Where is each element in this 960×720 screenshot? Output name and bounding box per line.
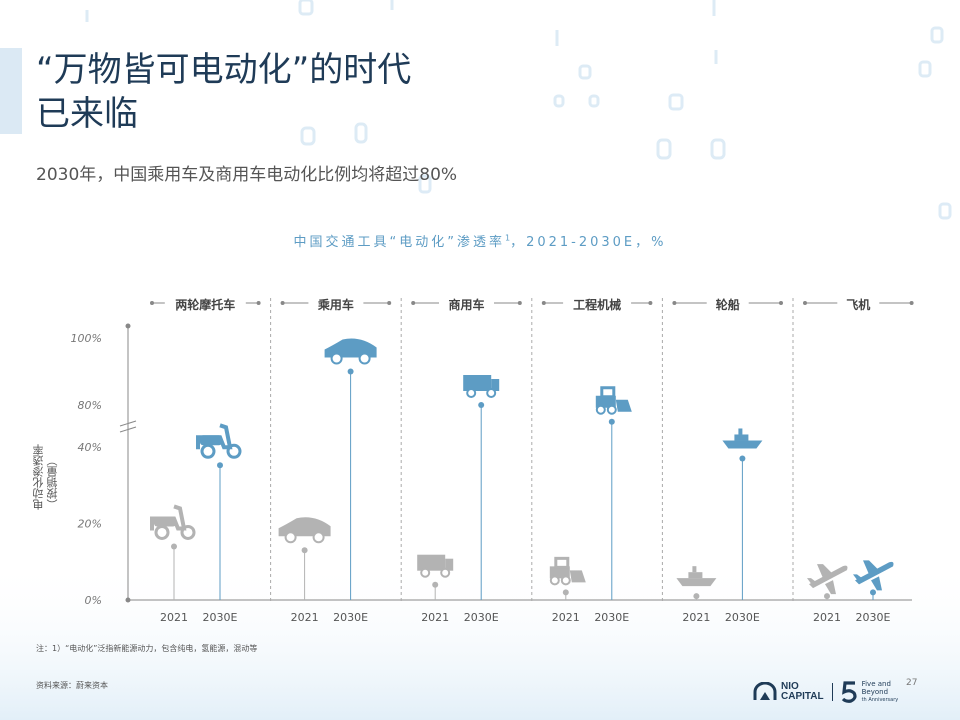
- category-label: 飞机: [846, 297, 870, 312]
- lollipop-point: [478, 402, 485, 408]
- x-tick-label: 2030E: [856, 611, 891, 624]
- category-header-dot: [280, 301, 285, 305]
- page-number: 27: [906, 678, 918, 688]
- lollipop-point: [217, 462, 223, 469]
- logo-text-nio: NIO: [781, 681, 799, 692]
- category-header-dot: [541, 301, 546, 305]
- x-tick-label: 2021: [421, 611, 449, 624]
- scooter-icon: [150, 504, 196, 540]
- x-tick-label: 2021: [160, 611, 188, 624]
- x-tick-label: 2021: [682, 611, 710, 624]
- page-title: “万物皆可电动化”的时代 已来临: [36, 50, 412, 134]
- logo-divider: [831, 683, 833, 701]
- y-tick-label: 40%: [78, 441, 102, 454]
- nio-logo-icon: [753, 682, 777, 700]
- category-label: 乘用车: [317, 297, 354, 312]
- y-tick-label: 80%: [78, 399, 102, 412]
- category-label: 工程机械: [573, 297, 621, 312]
- ship-icon: [722, 428, 763, 449]
- y-tick-label: 0%: [85, 594, 102, 607]
- y-tick-label: 100%: [71, 332, 102, 345]
- category-header-dot: [387, 301, 392, 305]
- category-header-dot: [411, 301, 416, 305]
- truck-icon: [463, 375, 500, 398]
- logo-text-capital: CAPITAL: [781, 691, 824, 702]
- loader-icon: [549, 556, 586, 586]
- y-tick-label: 20%: [78, 518, 102, 531]
- x-tick-label: 2030E: [203, 611, 238, 624]
- title-accent-bar: [0, 48, 22, 134]
- category-header-dot: [517, 301, 522, 305]
- x-tick-label: 2030E: [333, 611, 368, 624]
- car-icon: [278, 517, 331, 544]
- five-years-logo-icon: [841, 681, 857, 703]
- x-tick-label: 2021: [291, 611, 319, 624]
- lollipop-point: [562, 589, 569, 596]
- category-label: 两轮摩托车: [175, 297, 235, 312]
- footnote: 注：1）“电动化”泛指新能源动力，包含纯电，氢能源，混动等: [36, 644, 258, 653]
- x-tick-label: 2021: [552, 611, 580, 624]
- x-tick-label: 2030E: [725, 611, 760, 624]
- logo-five-line1: Five and: [861, 680, 891, 688]
- logo-five-line3: th Anniversary: [861, 697, 899, 703]
- y-axis-top-dot: [125, 323, 131, 329]
- lollipop-point: [171, 543, 177, 550]
- category-label: 商用车: [448, 297, 484, 312]
- plane-icon: [853, 560, 894, 591]
- category-label: 轮船: [716, 297, 740, 312]
- lollipop-point: [432, 581, 439, 588]
- loader-icon: [595, 386, 632, 415]
- category-header-dot: [909, 301, 914, 305]
- logo-five-line2: Beyond: [861, 688, 889, 696]
- scooter-icon: [196, 423, 242, 459]
- car-icon: [324, 338, 377, 365]
- nio-capital-logo: NIO CAPITAL Five and Beyond th Anniversa…: [753, 680, 898, 704]
- lollipop-point: [693, 593, 700, 600]
- lollipop-point: [739, 455, 746, 462]
- ship-icon: [676, 566, 717, 587]
- category-header-dot: [150, 301, 154, 305]
- y-axis-break-mark: [119, 420, 137, 427]
- x-tick-label: 2021: [813, 611, 841, 624]
- lollipop-point: [347, 368, 354, 375]
- chart-title: 中国交通工具“电动化”渗透率1，2021-2030E，%: [293, 233, 667, 250]
- category-header-dot: [672, 301, 677, 305]
- source-note: 资料来源：蔚来资本: [36, 681, 108, 690]
- lollipop-point: [824, 593, 830, 600]
- truck-icon: [417, 554, 454, 578]
- lollipop-point: [608, 418, 615, 425]
- x-tick-label: 2030E: [464, 611, 499, 624]
- page-subtitle: 2030年，中国乘用车及商用车电动化比例均将超过80%: [36, 165, 458, 185]
- category-header-dot: [779, 301, 783, 305]
- category-header-dot: [648, 301, 653, 305]
- category-header-dot: [256, 301, 261, 305]
- lollipop-point: [870, 589, 876, 596]
- y-axis-break-mark: [119, 426, 137, 433]
- category-header-dot: [803, 301, 807, 305]
- x-tick-label: 2030E: [594, 611, 629, 624]
- lollipop-point: [301, 547, 308, 554]
- plane-icon: [807, 564, 848, 595]
